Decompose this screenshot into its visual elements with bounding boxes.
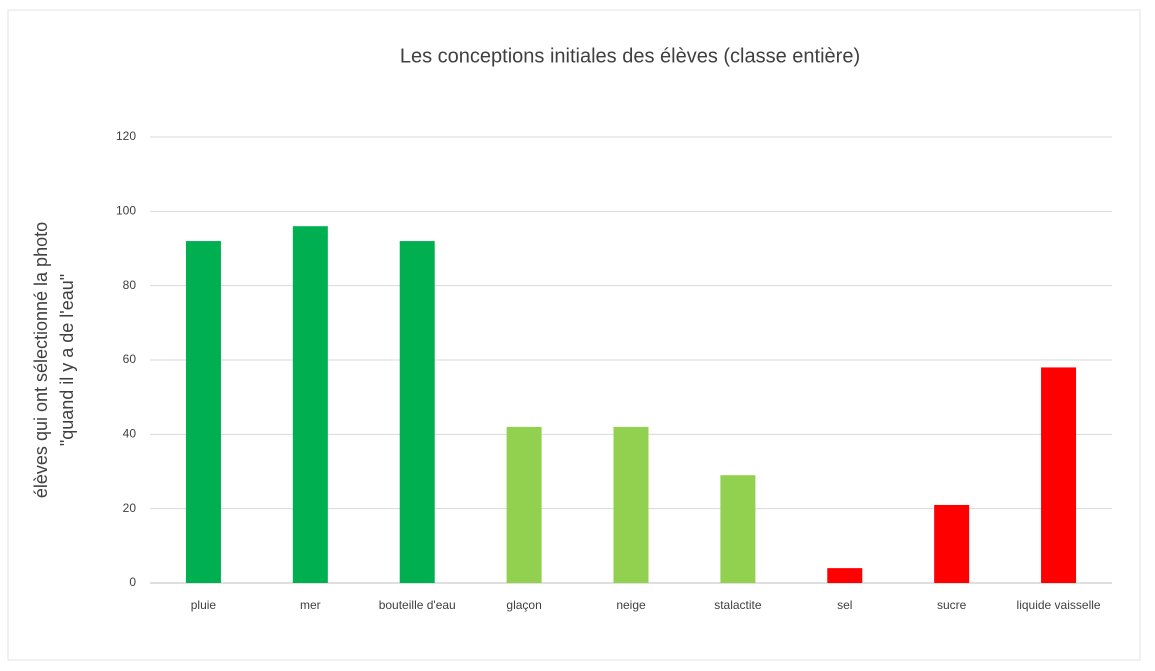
x-tick-label: glaçon <box>506 598 541 612</box>
chart-title: Les conceptions initiales des élèves (cl… <box>400 45 860 67</box>
bar <box>613 426 649 583</box>
y-tick-label: 100 <box>116 204 136 218</box>
y-axis-label-line: "quand il y a de l'eau" <box>57 274 77 446</box>
bar <box>1041 367 1077 583</box>
bar <box>399 241 435 584</box>
y-tick-label: 60 <box>123 352 137 366</box>
bar <box>720 475 756 583</box>
x-tick-label: liquide vaisselle <box>1017 598 1101 612</box>
bar <box>506 426 542 583</box>
y-axis-label-line: élèves qui ont sélectionné la photo <box>31 222 51 498</box>
x-tick-label: stalactite <box>714 598 762 612</box>
x-tick-label: pluie <box>191 598 217 612</box>
bar <box>934 504 970 583</box>
x-tick-label: neige <box>616 598 646 612</box>
bar <box>827 568 863 583</box>
bar <box>292 226 328 583</box>
y-axis-label: élèves qui ont sélectionné la photo "qua… <box>31 222 77 498</box>
y-tick-label: 80 <box>123 278 137 292</box>
y-tick-label: 0 <box>129 575 136 589</box>
x-tick-label: sucre <box>937 598 967 612</box>
bar <box>185 241 221 584</box>
y-tick-label: 20 <box>123 501 137 515</box>
y-tick-label: 120 <box>116 129 136 143</box>
x-tick-label: mer <box>300 598 321 612</box>
x-tick-label: sel <box>837 598 852 612</box>
x-tick-label: bouteille d'eau <box>379 598 456 612</box>
y-tick-label: 40 <box>123 427 137 441</box>
chart-frame <box>7 9 1141 661</box>
